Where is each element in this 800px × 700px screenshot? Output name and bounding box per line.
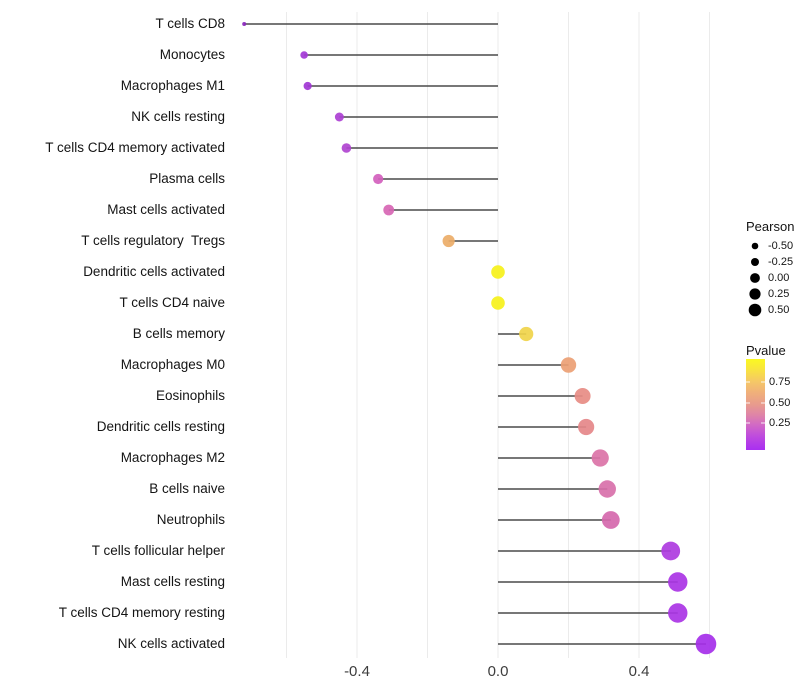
category-label: Macrophages M0 — [120, 357, 225, 372]
size-legend-label: 0.00 — [768, 272, 790, 284]
size-legend-dot — [750, 273, 760, 283]
pvalue-colorbar — [746, 359, 765, 450]
category-label: Macrophages M1 — [120, 78, 225, 93]
color-legend-label: 0.50 — [769, 397, 791, 409]
category-label: NK cells resting — [131, 109, 225, 124]
lollipop-dot — [491, 265, 505, 279]
category-label: T cells CD4 memory activated — [45, 140, 225, 155]
x-tick-label: -0.4 — [344, 663, 370, 680]
category-label: T cells follicular helper — [91, 543, 225, 558]
lollipop-dot — [303, 81, 312, 91]
category-label: B cells naive — [149, 481, 225, 496]
size-legend-label: 0.50 — [768, 304, 790, 316]
category-label: B cells memory — [132, 326, 225, 341]
category-label: Monocytes — [159, 47, 225, 62]
size-legend-label: 0.25 — [768, 288, 790, 300]
lollipop-dot — [668, 603, 688, 623]
size-legend-label: -0.50 — [768, 240, 794, 252]
lollipop-dot — [442, 234, 455, 248]
lollipop-dot — [591, 449, 609, 467]
category-label: T cells regulatory Tregs — [81, 233, 225, 248]
x-tick-label: 0.4 — [628, 663, 650, 680]
lollipop-dot — [519, 326, 534, 342]
lollipop-dot — [334, 112, 344, 122]
lollipop-dot — [383, 204, 395, 216]
lollipop-dot — [601, 511, 620, 529]
category-label: Eosinophils — [155, 388, 225, 403]
category-label: Mast cells activated — [107, 202, 225, 217]
category-label: Dendritic cells resting — [96, 419, 225, 434]
lollipop-dot — [661, 541, 681, 561]
color-legend-title: Pvalue — [746, 343, 786, 358]
category-label: Mast cells resting — [120, 574, 225, 589]
lollipop-dot — [373, 173, 384, 185]
lollipop-dot — [598, 480, 616, 498]
lollipop-dot — [578, 418, 595, 436]
category-label: T cells CD8 — [155, 16, 225, 31]
category-label: T cells CD4 naive — [119, 295, 225, 310]
color-legend-label: 0.75 — [769, 376, 791, 388]
category-label: Macrophages M2 — [120, 450, 225, 465]
color-legend-label: 0.25 — [769, 417, 791, 429]
lollipop-dot — [695, 633, 717, 655]
category-label: NK cells activated — [117, 636, 225, 651]
category-label: Neutrophils — [156, 512, 225, 527]
size-legend-dot — [751, 242, 759, 250]
lollipop-dot — [341, 143, 352, 153]
size-legend-dot — [748, 303, 762, 317]
x-tick-label: 0.0 — [487, 663, 509, 680]
lollipop-dot — [491, 296, 505, 310]
category-label: T cells CD4 memory resting — [58, 605, 225, 620]
size-legend-title: Pearson — [746, 219, 795, 234]
size-legend-label: -0.25 — [768, 256, 794, 268]
lollipop-dot — [560, 357, 577, 373]
size-legend-dot — [749, 288, 761, 300]
lollipop-dot — [242, 22, 247, 26]
category-label: Dendritic cells activated — [83, 264, 225, 279]
size-legend-dot — [751, 258, 759, 266]
lollipop-dot — [300, 51, 308, 59]
lollipop-dot — [668, 572, 688, 592]
category-label: Plasma cells — [149, 171, 225, 186]
lollipop-dot — [574, 388, 591, 404]
